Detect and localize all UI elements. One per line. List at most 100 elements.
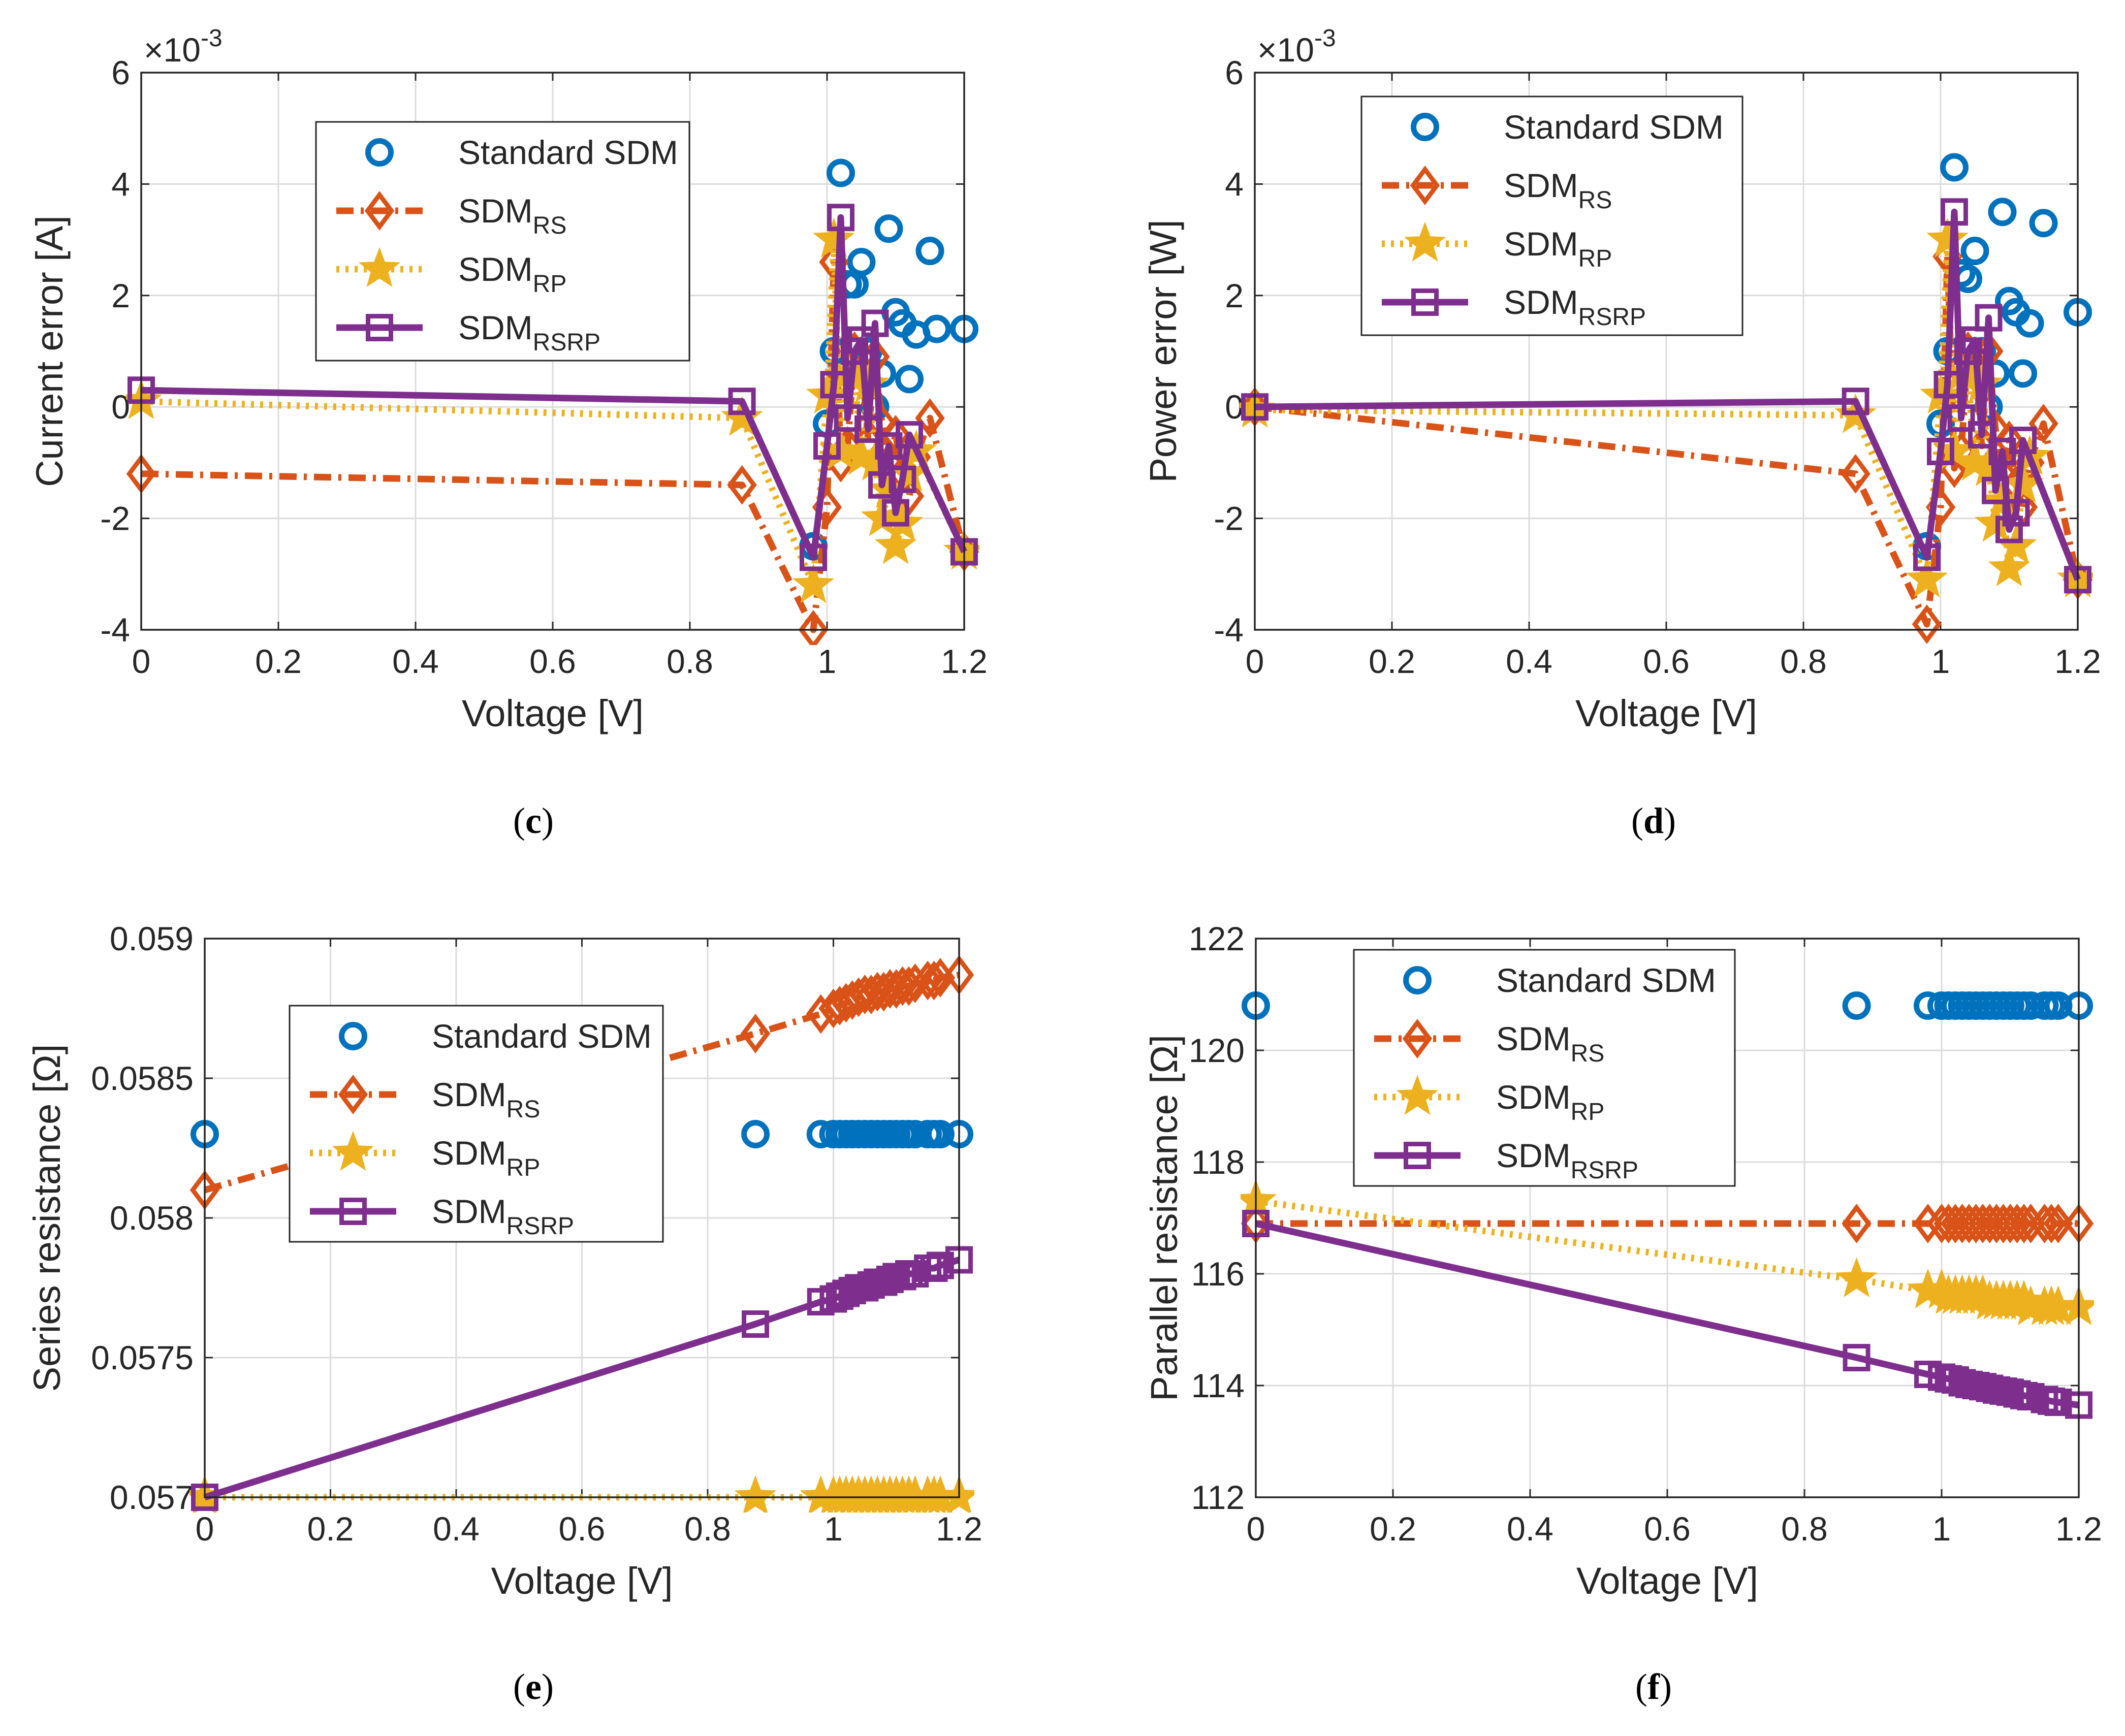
legend-marker-rp: [332, 1131, 374, 1171]
legend-marker-rp: [1404, 221, 1446, 262]
panel-label-c: (c): [513, 800, 554, 841]
y-exponent: ×10-3: [1257, 25, 1336, 69]
point-rsrp: [1941, 198, 1968, 226]
legend-marker-standard: [1411, 113, 1439, 141]
point-rsrp: [1933, 371, 1961, 399]
point-rp: [874, 524, 917, 564]
point-rsrp: [827, 204, 854, 232]
x-tick-label: 0.8: [1780, 642, 1827, 680]
point-rsrp: [1982, 476, 2009, 504]
point-rsrp: [889, 465, 916, 493]
x-tick-label: 0.6: [559, 1510, 606, 1548]
y-tick-label: 0: [111, 388, 130, 426]
y-tick-label: -4: [1214, 611, 1244, 649]
legend-box: [1353, 949, 1736, 1187]
x-tick-label: 0.8: [684, 1510, 731, 1548]
point-rs: [798, 610, 829, 645]
point-rp: [1906, 557, 1948, 598]
point-rs: [727, 465, 757, 505]
point-rsrp: [861, 309, 889, 337]
x-tick-label: 0: [1247, 1510, 1265, 1548]
legend-marker-rp: [1396, 1075, 1439, 1115]
legend-marker-rs: [364, 191, 395, 231]
point-rp: [1988, 546, 2031, 587]
point-standard: [926, 1120, 955, 1148]
x-tick-label: 0: [1246, 642, 1264, 680]
y-tick-label: 0.0585: [91, 1059, 194, 1097]
point-standard: [847, 247, 876, 276]
point-rs: [1912, 604, 1942, 645]
series-group: [126, 158, 979, 645]
point-rsrp: [2009, 427, 2037, 455]
x-tick-label: 0.2: [307, 1510, 354, 1548]
legend-marker-standard: [365, 138, 394, 167]
point-standard: [1960, 237, 1989, 266]
point-rp: [1926, 217, 1969, 258]
x-tick-label: 0.2: [255, 642, 302, 680]
axes-box: [1255, 938, 2080, 1498]
y-tick-label: 0.058: [110, 1199, 194, 1237]
x-tick-label: 1: [824, 1510, 843, 1548]
y-axis-label: Current error [A]: [28, 215, 71, 487]
point-rs: [887, 966, 917, 1006]
x-tick-label: 0: [132, 642, 151, 680]
y-tick-label: 6: [1225, 54, 1244, 91]
legend-marker-rs: [1402, 1019, 1433, 1058]
point-rsrp: [896, 421, 923, 449]
y-tick-label: 6: [111, 54, 130, 91]
x-tick-label: 0.4: [1506, 642, 1552, 680]
point-rsrp: [1968, 421, 1995, 449]
point-standard: [874, 214, 903, 243]
point-rs: [2036, 1204, 2067, 1243]
point-standard: [1988, 198, 2017, 227]
point-rp: [792, 563, 835, 603]
x-tick-label: 0.4: [392, 642, 439, 680]
x-tick-label: 0: [196, 1510, 214, 1548]
x-tick-label: 0.6: [1644, 1510, 1691, 1548]
x-axis-label: Voltage [V]: [462, 692, 644, 734]
y-tick-label: 2: [111, 277, 130, 314]
chart-f: 0 0.2 0.4 0.6 0.8 1 1.2 112 114 116 118 120 122 Volta…: [1143, 920, 2102, 1602]
point-rs: [2043, 1204, 2073, 1243]
legend-label-standard: Standard SDM: [432, 1017, 652, 1055]
point-standard: [923, 314, 951, 343]
point-rp: [1835, 1257, 1878, 1298]
legend-label-standard: Standard SDM: [1496, 961, 1716, 999]
y-tick-label: 0.059: [110, 920, 194, 957]
legend-marker-rs: [338, 1075, 368, 1114]
point-rp: [734, 1475, 777, 1513]
legend-marker-standard: [339, 1022, 367, 1050]
x-tick-label: 0.8: [1781, 1510, 1828, 1548]
panel-label-f: (f): [1635, 1666, 1672, 1707]
y-tick-label: 112: [1191, 1478, 1245, 1516]
y-tick-label: 122: [1189, 920, 1245, 957]
point-rp: [938, 1475, 974, 1513]
point-rsrp: [1843, 1344, 1870, 1371]
point-rsrp: [1995, 516, 2023, 543]
x-axis-label: Voltage [V]: [491, 1560, 673, 1602]
x-axis-label: Voltage [V]: [1576, 1560, 1758, 1602]
x-tick-label: 1.2: [2054, 642, 2101, 680]
point-rsrp: [1913, 543, 1941, 571]
point-rsrp: [820, 371, 848, 399]
point-rsrp: [882, 499, 909, 527]
axes-box: [204, 938, 960, 1498]
point-standard: [895, 365, 924, 394]
point-standard: [1842, 991, 1871, 1020]
axes-box: [1254, 72, 2079, 631]
x-tick-label: 0.2: [1369, 642, 1415, 680]
point-rsrp: [813, 432, 841, 460]
series-group: [1241, 991, 2094, 1419]
legend-marker-rsrp: [1404, 1142, 1431, 1169]
x-tick-label: 0.4: [1507, 1510, 1553, 1548]
y-tick-label: 4: [111, 165, 130, 203]
x-tick-label: 1: [1931, 642, 1950, 680]
x-tick-label: 0.8: [667, 642, 713, 680]
point-rsrp: [854, 415, 882, 443]
point-standard: [2009, 359, 2037, 388]
point-rs: [1994, 421, 2024, 461]
point-standard: [2015, 309, 2044, 338]
